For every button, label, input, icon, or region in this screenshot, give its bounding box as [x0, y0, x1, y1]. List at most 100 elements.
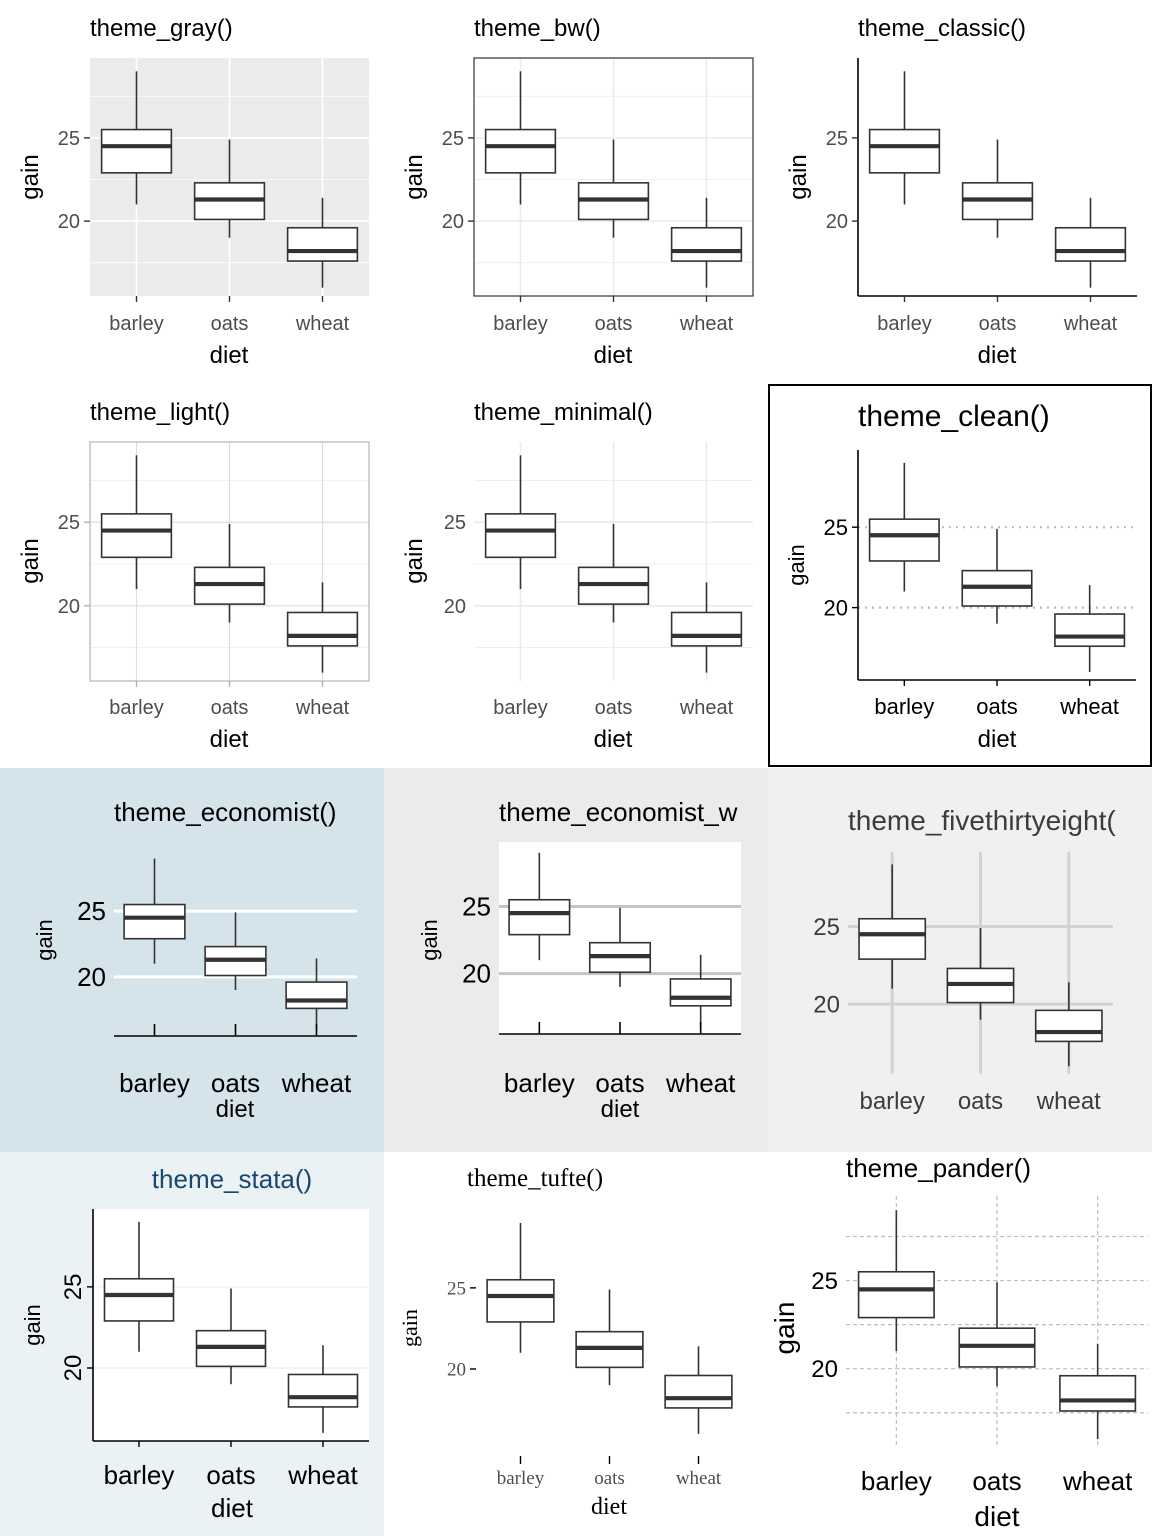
y-tick-label: 20 — [60, 1355, 87, 1382]
y-tick-label: 25 — [826, 128, 848, 150]
chart-title: theme_fivethirtyeight( — [848, 805, 1116, 836]
box-iqr — [286, 611, 359, 647]
x-tick-label: barley — [859, 1088, 924, 1115]
x-tick-label: oats — [595, 697, 633, 719]
chart-panel-tufte: 20 25 barley oats wheat gain diet theme_tufte() — [397, 1165, 733, 1520]
y-axis-title: gain — [20, 1304, 45, 1346]
box-wheat — [286, 582, 359, 673]
box-iqr — [285, 981, 348, 1010]
box-barley — [100, 71, 173, 205]
x-tick-label: oats — [595, 1068, 644, 1098]
x-axis-title: diet — [978, 342, 1017, 369]
chart-panel-light: 20 25 barley oats wheat gain diet theme_light() — [17, 399, 370, 753]
box-barley — [100, 455, 173, 590]
box-wheat — [285, 958, 348, 1030]
x-tick-label: wheat — [281, 1068, 352, 1098]
x-axis-title: diet — [210, 726, 249, 753]
y-tick-label: 25 — [58, 512, 80, 534]
chart-title: theme_minimal() — [474, 399, 653, 426]
y-tick-label: 20 — [58, 211, 80, 233]
x-tick-label: barley — [493, 313, 547, 335]
x-tick-label: barley — [504, 1068, 575, 1098]
chart-title: theme_light() — [90, 399, 230, 426]
y-tick-label: 25 — [447, 1279, 466, 1300]
y-axis-title: gain — [401, 538, 428, 583]
y-tick-label: 20 — [811, 1356, 838, 1383]
x-tick-label: wheat — [679, 697, 734, 719]
x-axis-title: diet — [210, 342, 249, 369]
box-barley — [858, 864, 927, 989]
y-tick-label: 25 — [824, 515, 848, 540]
x-axis-title: diet — [216, 1096, 255, 1123]
box-iqr — [123, 903, 186, 940]
box-wheat — [1059, 1344, 1137, 1440]
x-tick-label: wheat — [1059, 694, 1119, 719]
box-barley — [484, 71, 557, 205]
chart-panel-stata: 20 25 barley oats wheat gain diet theme_stata() — [0, 1152, 384, 1536]
chart-panel-bw: 20 25 barley oats wheat gain diet theme_bw() — [401, 15, 754, 369]
x-axis-title: diet — [594, 342, 633, 369]
y-tick-label: 25 — [58, 128, 80, 150]
y-axis-title: gain — [397, 1309, 422, 1347]
x-tick-label: oats — [595, 313, 633, 335]
box-wheat — [664, 1346, 733, 1434]
panel-border — [768, 384, 1152, 767]
box-iqr — [484, 128, 557, 174]
y-tick-label: 20 — [824, 595, 848, 620]
y-tick-label: 20 — [77, 962, 106, 992]
box-iqr — [103, 1277, 175, 1322]
box-iqr — [1054, 613, 1126, 648]
y-axis-title: gain — [32, 919, 57, 961]
box-wheat — [286, 197, 359, 288]
x-tick-label: oats — [211, 697, 249, 719]
box-iqr — [868, 128, 941, 174]
y-tick-label: 20 — [447, 1360, 466, 1381]
chart-title: theme_pander() — [846, 1153, 1031, 1183]
box-iqr — [858, 917, 927, 960]
box-wheat — [1054, 585, 1126, 672]
chart-panel-classic: 20 25 barley oats wheat gain diet theme_classic… — [785, 15, 1137, 369]
x-axis-title: diet — [978, 726, 1017, 753]
box-wheat — [669, 954, 732, 1028]
box-oats — [961, 528, 1033, 624]
y-tick-label: 20 — [813, 992, 840, 1019]
box-oats — [958, 1282, 1036, 1387]
box-iqr — [484, 513, 557, 559]
chart-panel-minimal: 20 25 barley oats wheat gain diet theme_minimal… — [401, 399, 753, 753]
chart-panel-clean: 20 25 barley oats wheat gain diet theme_clean() — [768, 384, 1152, 767]
chart-panel-economist: 20 25 barley oats wheat gain diet theme_economi… — [0, 768, 384, 1152]
panel-background — [768, 768, 1152, 1152]
box-oats — [193, 523, 266, 623]
box-iqr — [100, 128, 173, 174]
x-tick-label: oats — [594, 1468, 625, 1489]
x-tick-label: wheat — [287, 1460, 358, 1490]
box-oats — [588, 907, 652, 988]
box-oats — [195, 1288, 267, 1385]
x-tick-label: oats — [206, 1460, 255, 1490]
x-tick-label: oats — [958, 1088, 1003, 1115]
x-tick-label: barley — [877, 313, 931, 335]
x-tick-label: wheat — [1062, 1466, 1133, 1496]
x-tick-label: barley — [497, 1468, 545, 1489]
box-wheat — [1054, 197, 1127, 288]
chart-panel-economist_white: 20 25 barley oats wheat gain diet theme_economi… — [384, 768, 768, 1152]
box-iqr — [868, 518, 940, 562]
y-tick-label: 20 — [444, 596, 466, 618]
box-wheat — [1034, 982, 1103, 1067]
panel-background — [0, 768, 384, 1152]
box-iqr — [857, 1270, 935, 1319]
x-tick-label: wheat — [1063, 313, 1118, 335]
box-iqr — [100, 513, 173, 559]
chart-title: theme_stata() — [152, 1164, 312, 1194]
y-tick-label: 25 — [444, 512, 466, 534]
y-axis-title: gain — [17, 154, 44, 199]
y-tick-label: 25 — [77, 896, 106, 926]
box-iqr — [286, 226, 359, 262]
box-oats — [577, 523, 650, 623]
chart-title: theme_bw() — [474, 15, 601, 42]
box-iqr — [664, 1374, 733, 1409]
x-axis-title: diet — [974, 1501, 1019, 1532]
box-iqr — [486, 1278, 555, 1323]
y-axis-title: gain — [784, 544, 809, 586]
box-oats — [193, 139, 266, 238]
